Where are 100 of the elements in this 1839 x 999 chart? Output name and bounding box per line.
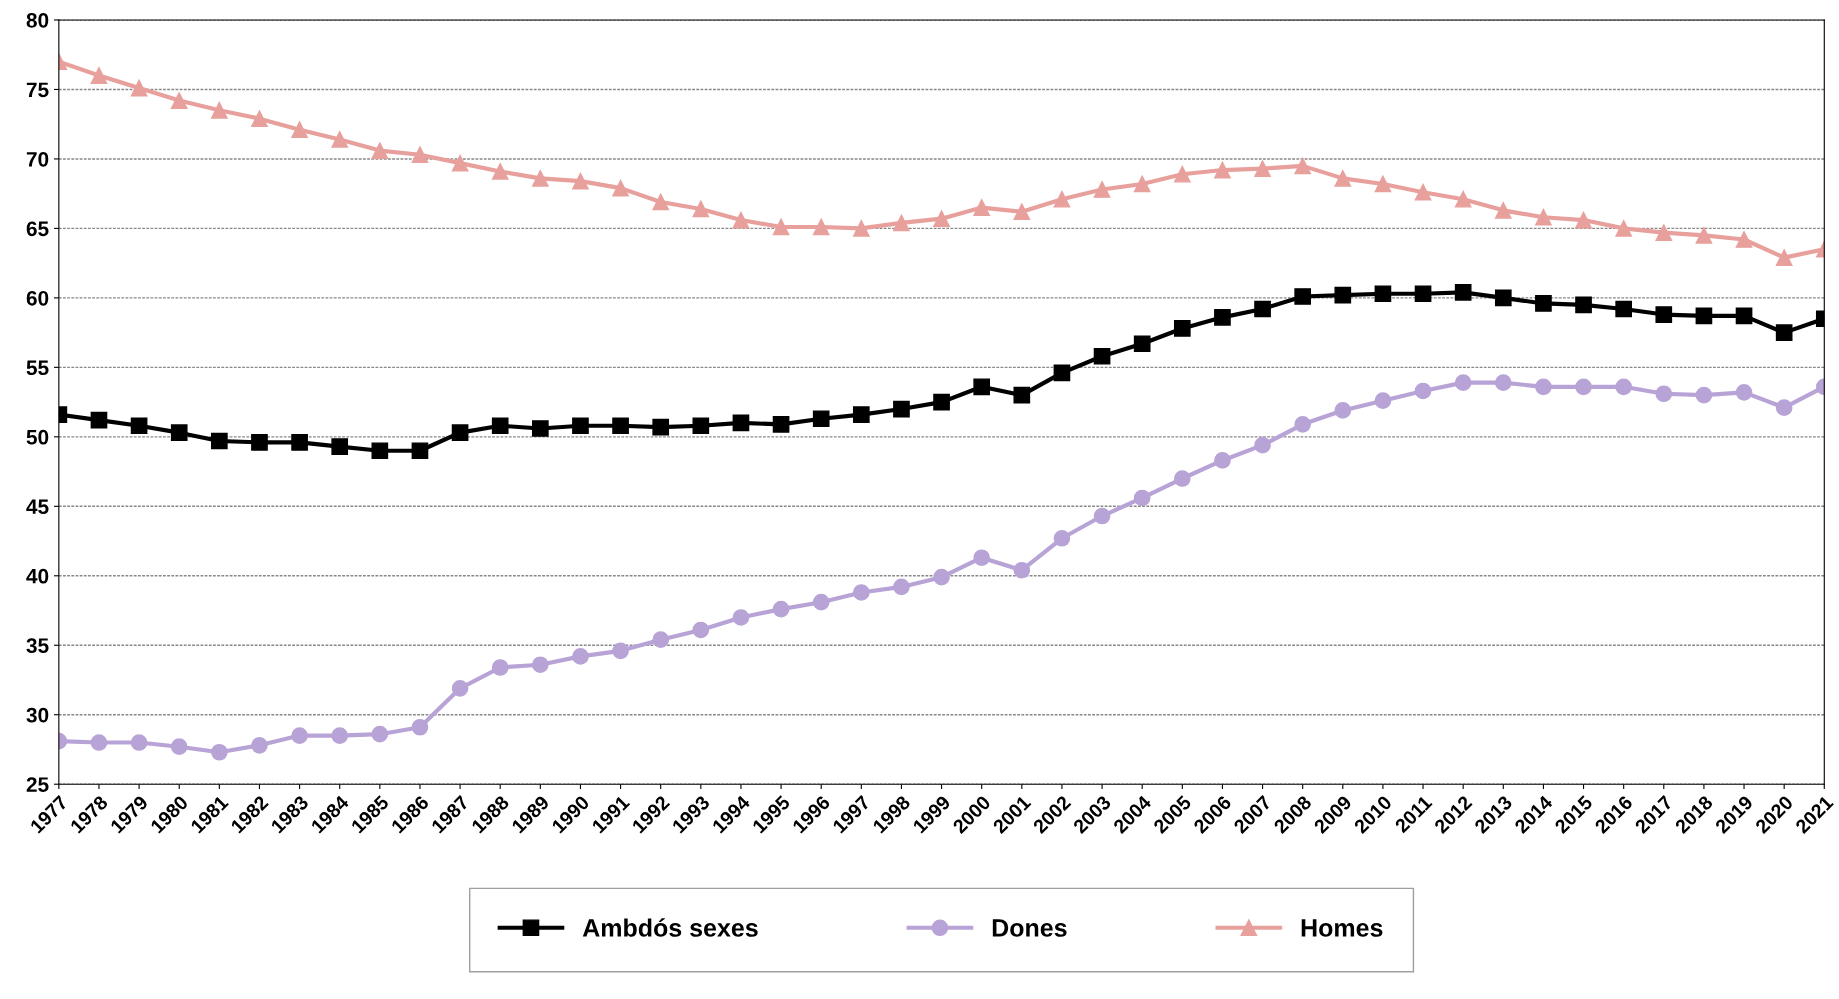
point	[90, 411, 108, 429]
point	[170, 92, 188, 109]
point	[1254, 436, 1271, 454]
point	[732, 609, 750, 626]
point	[1173, 320, 1191, 337]
point	[1133, 335, 1151, 353]
point	[371, 725, 389, 743]
point	[170, 738, 188, 756]
point	[973, 378, 991, 396]
point	[1535, 378, 1552, 396]
point	[1133, 489, 1151, 507]
point	[531, 170, 549, 187]
point	[251, 110, 268, 127]
point	[1374, 175, 1392, 193]
y-tick-label: 60	[26, 290, 49, 306]
point	[1254, 300, 1271, 318]
y-tick-label: 40	[26, 568, 49, 584]
point	[1655, 306, 1673, 323]
point	[1454, 283, 1472, 301]
point	[1294, 415, 1312, 433]
point	[893, 214, 910, 232]
y-tick-label: 45	[26, 499, 49, 515]
y-tick-label: 80	[26, 12, 49, 28]
point	[411, 146, 429, 164]
point	[1013, 203, 1031, 221]
point	[1535, 295, 1552, 312]
point	[1655, 224, 1673, 241]
point	[1454, 374, 1472, 391]
y-tick-label: 50	[26, 429, 49, 445]
y-tick-label: 25	[26, 777, 49, 792]
point	[1615, 378, 1633, 396]
point	[812, 218, 830, 236]
point	[893, 400, 910, 418]
y-tick-label: 65	[26, 221, 49, 237]
point	[1013, 561, 1031, 579]
point	[612, 417, 629, 435]
point	[1575, 296, 1592, 314]
point	[1695, 227, 1713, 244]
point	[211, 432, 228, 450]
point	[1735, 307, 1753, 325]
point	[852, 220, 870, 237]
point	[572, 417, 589, 435]
point	[130, 79, 148, 97]
point	[1334, 402, 1352, 419]
point	[451, 424, 469, 442]
point	[1775, 324, 1793, 341]
y-tick-label: 75	[26, 82, 49, 98]
point	[211, 743, 228, 761]
point	[732, 211, 750, 229]
point	[1615, 220, 1633, 237]
point	[1173, 165, 1191, 183]
point	[291, 121, 308, 139]
point	[692, 417, 710, 435]
point	[1214, 452, 1231, 469]
point	[1414, 285, 1432, 303]
point	[973, 199, 991, 216]
point	[572, 648, 589, 665]
point	[893, 578, 910, 596]
legend-label: Ambdós sexes	[582, 918, 758, 937]
point	[692, 200, 710, 218]
point	[1093, 347, 1111, 365]
point	[1173, 470, 1191, 487]
point	[130, 417, 148, 435]
point	[1294, 288, 1312, 305]
point	[1494, 202, 1512, 219]
point	[331, 131, 349, 148]
y-tick-label: 30	[26, 707, 49, 723]
point	[130, 734, 148, 751]
y-tick-label: 55	[26, 360, 49, 376]
point	[1655, 385, 1673, 403]
point	[1695, 307, 1713, 325]
point	[411, 442, 429, 460]
point	[170, 424, 188, 442]
point	[291, 727, 308, 744]
point	[1093, 181, 1111, 198]
point	[1414, 382, 1432, 400]
point	[411, 718, 429, 736]
point	[812, 593, 830, 611]
point	[652, 418, 670, 436]
point	[451, 680, 469, 697]
point	[1615, 300, 1633, 318]
point	[531, 656, 549, 674]
point	[852, 584, 870, 601]
point	[852, 406, 870, 423]
point	[1254, 160, 1271, 177]
point	[612, 179, 629, 197]
point	[1053, 190, 1071, 208]
point	[692, 621, 710, 639]
point	[1053, 364, 1071, 382]
point	[1735, 231, 1753, 248]
point	[90, 67, 108, 84]
y-tick-label: 70	[26, 151, 49, 167]
point	[1735, 384, 1753, 401]
point	[291, 434, 308, 451]
point	[1535, 208, 1552, 226]
point	[331, 727, 349, 744]
point	[973, 549, 991, 567]
point	[732, 414, 750, 432]
point	[1775, 399, 1793, 416]
point	[812, 410, 830, 428]
